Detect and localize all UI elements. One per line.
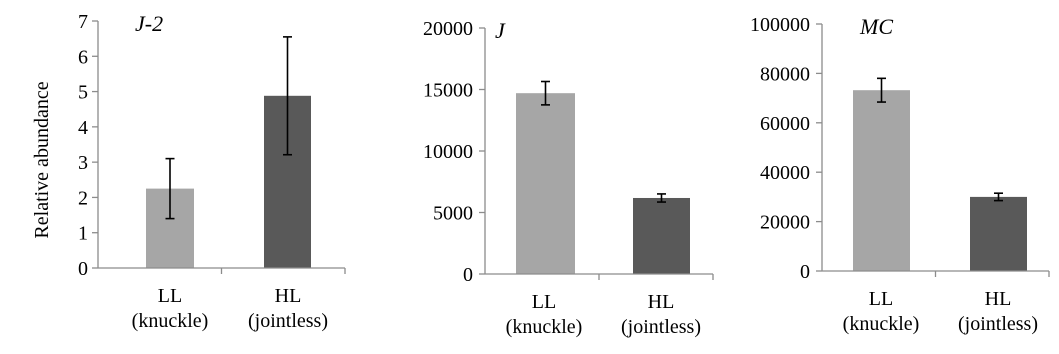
y-tick-label: 20000	[423, 18, 473, 40]
y-tick-label: 4	[78, 117, 88, 139]
y-tick-label: 2	[78, 187, 88, 209]
y-tick-label: 100000	[750, 14, 810, 36]
x-category-label: HL (jointless)	[958, 288, 1038, 335]
y-tick-label: 0	[800, 261, 810, 283]
y-tick-label: 3	[78, 152, 88, 174]
bar	[633, 197, 690, 274]
x-category-label: LL (knuckle)	[843, 288, 920, 335]
chart-panel-j-2: 0 1 2 3 4 5 6 7 LL (knuckle) HL (jointless) J-2	[78, 11, 346, 332]
y-tick-label: 7	[78, 11, 88, 33]
x-category-label: LL (knuckle)	[506, 291, 583, 338]
chart-panel-mc: 0 20000 40000 60000 80000 100000 LL (knuckle) HL…	[750, 14, 1050, 335]
y-tick-label: 60000	[760, 113, 810, 135]
bar	[970, 196, 1027, 271]
y-tick-label: 5000	[433, 203, 473, 225]
x-category-label: HL (jointless)	[621, 291, 701, 338]
x-category-label: HL (jointless)	[248, 285, 328, 332]
panel-title: MC	[859, 14, 893, 39]
y-tick-label: 6	[78, 46, 88, 68]
panel-title: J	[495, 18, 506, 43]
y-tick-label: 0	[78, 258, 88, 280]
bar	[853, 90, 910, 271]
y-tick-label: 15000	[423, 80, 473, 102]
y-tick-label: 5	[78, 82, 88, 104]
y-tick-label: 80000	[760, 63, 810, 85]
x-category-label: LL (knuckle)	[132, 285, 209, 332]
y-tick-label: 10000	[423, 141, 473, 163]
y-axis-label: Relative abundance	[31, 81, 53, 238]
bar	[516, 93, 575, 274]
y-tick-label: 1	[78, 223, 88, 245]
y-tick-label: 40000	[760, 162, 810, 184]
panel-title: J-2	[135, 11, 163, 36]
chart-panel-j: 0 5000 10000 15000 20000 LL (knuckle) HL (jointl…	[423, 18, 714, 338]
y-tick-label: 0	[463, 264, 473, 286]
y-tick-label: 20000	[760, 212, 810, 234]
